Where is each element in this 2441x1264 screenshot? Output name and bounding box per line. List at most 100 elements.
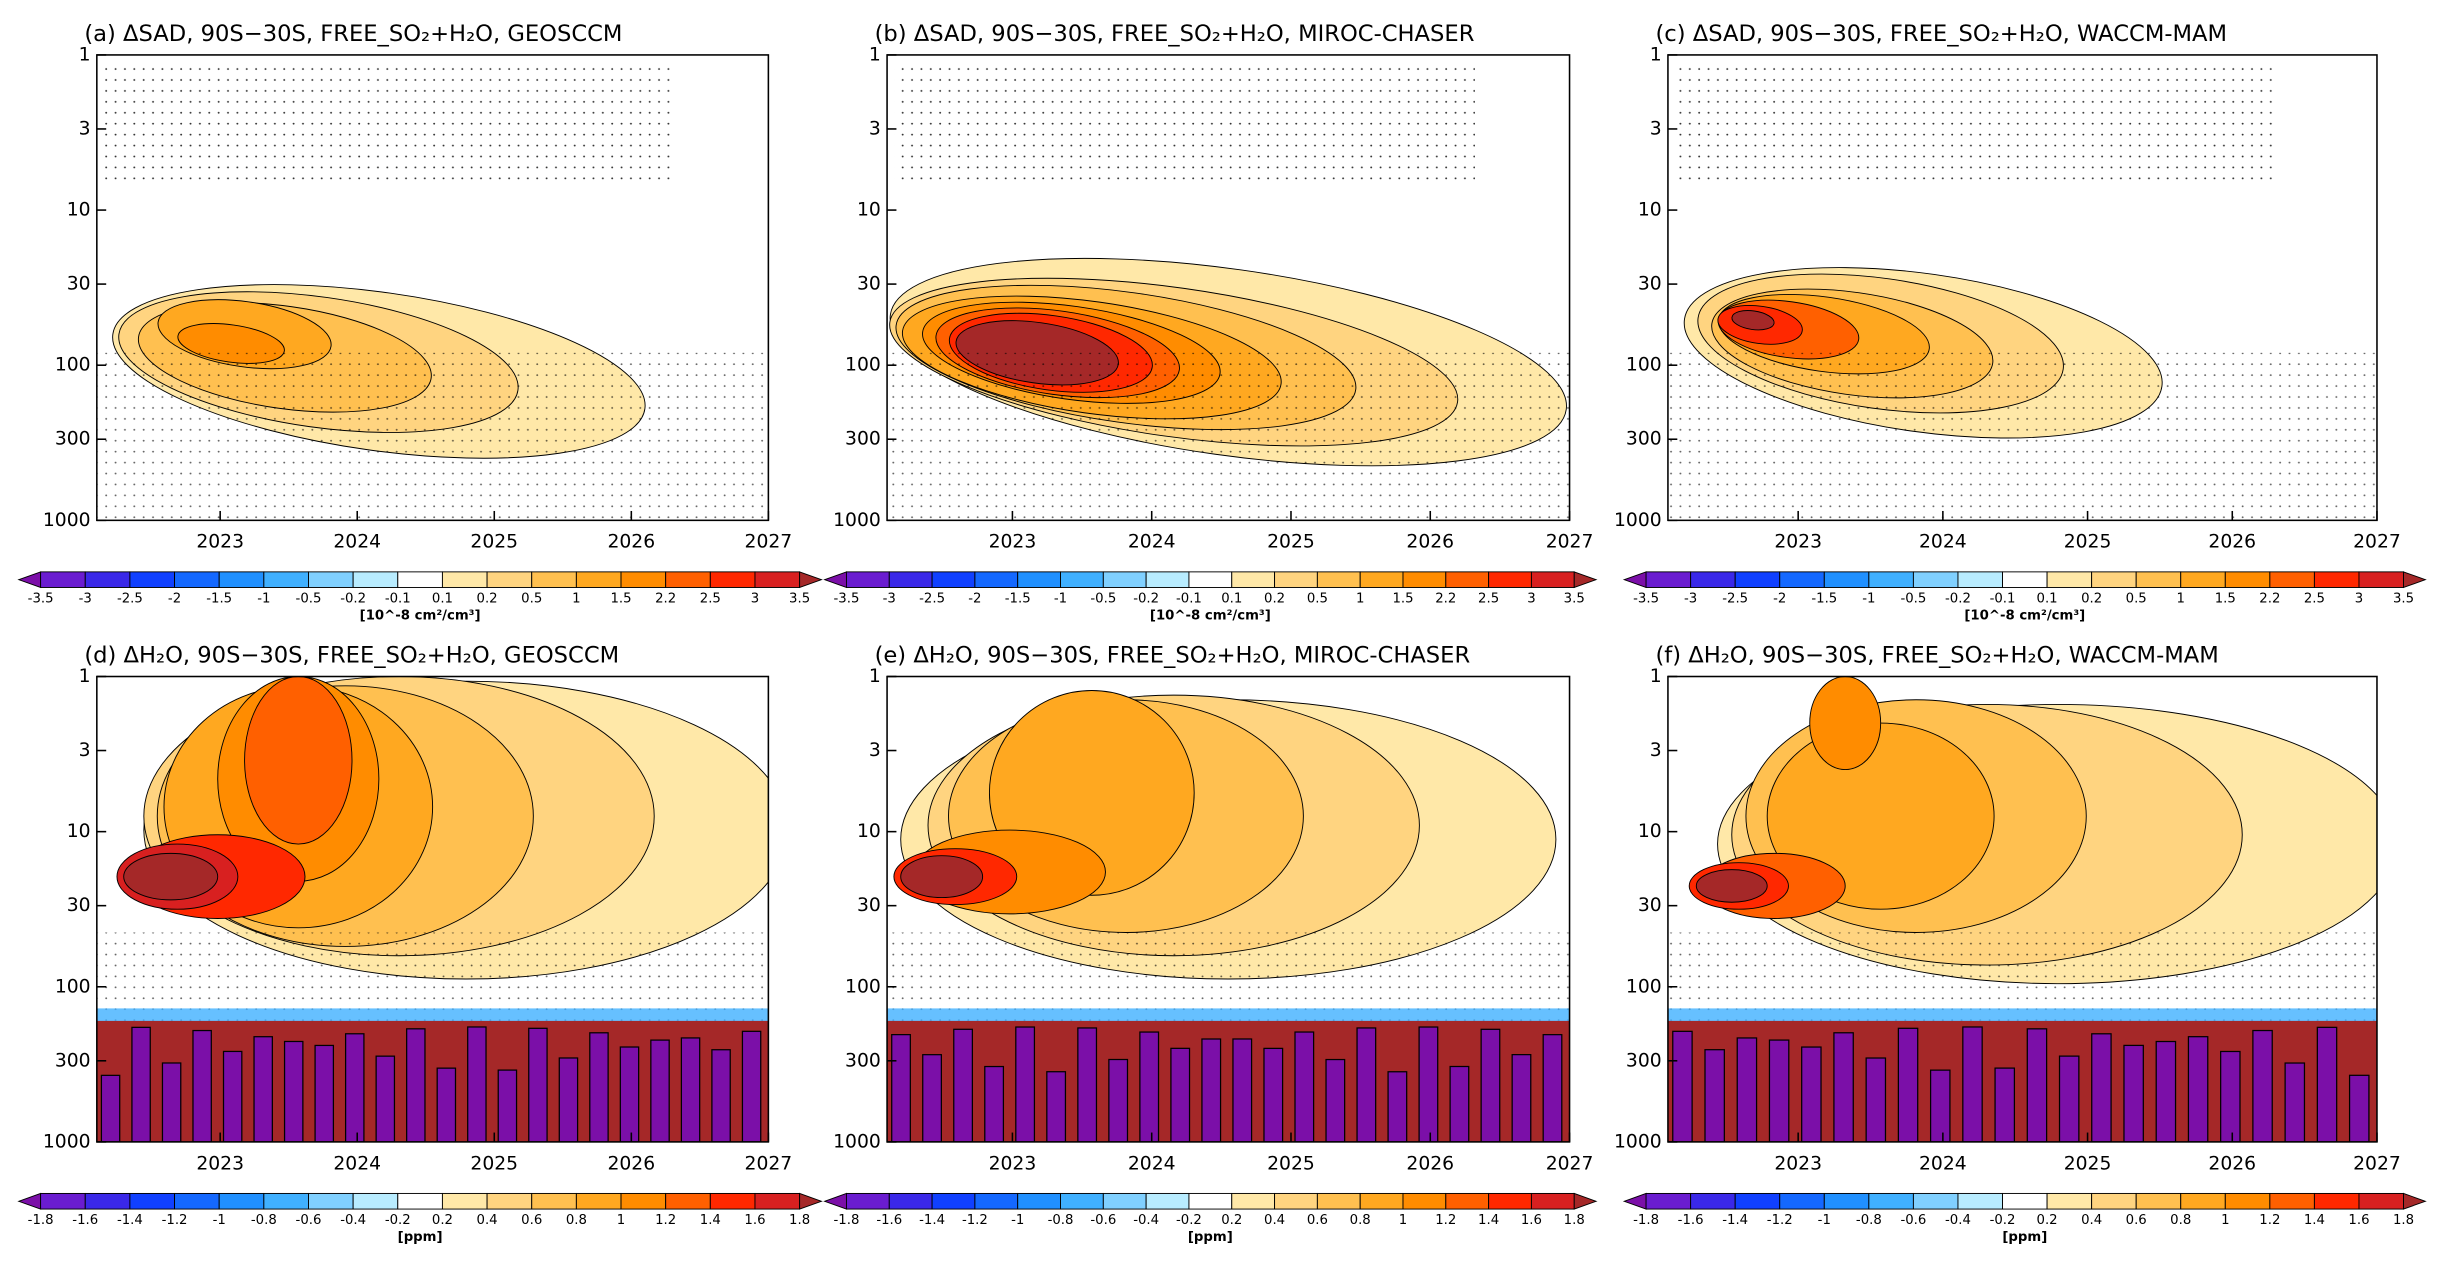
colorbar-label: 1.5 [2215,591,2236,606]
contour-field [887,676,1570,1142]
lower-band [375,1055,396,1142]
colorbar-box [1231,571,1276,588]
x-tick-label: 2026 [2208,532,2256,553]
y-tick-label: 1 [1650,666,1662,687]
colorbar-box [441,1192,488,1210]
y-tick-label: 10 [67,200,91,221]
colorbar-box [1402,1192,1447,1210]
colorbar-end [799,1192,823,1210]
colorbar-box [1868,1192,1914,1210]
colorbar-label: 1.4 [700,1213,721,1228]
lower-band [1077,1027,1098,1142]
colorbar-box [1690,571,1736,588]
colorbar-box [1316,1192,1361,1210]
colorbar-label: 1.8 [2393,1213,2414,1228]
colorbar-label: 3 [2355,591,2363,606]
colorbar-end [1622,571,1647,589]
lower-band [2348,1074,2370,1142]
colorbar-box [174,1192,220,1210]
x-tick-label: 2027 [745,532,793,553]
y-tick-label: 3 [79,740,91,761]
lower-band [1387,1071,1408,1142]
x-tick-label: 2024 [1128,1153,1176,1174]
y-tick-label: 300 [55,429,91,450]
lower-band [891,1034,911,1142]
colorbar-label: -3 [883,591,896,606]
colorbar-box [709,1192,756,1210]
lower-band [2123,1044,2144,1142]
stippling [1675,67,2279,184]
contour-fill [1809,676,1882,771]
colorbar-box [1017,571,1061,588]
colorbar-label: -1.2 [1767,1213,1793,1228]
lower-band [1294,1031,1315,1142]
colorbar-box [531,571,577,588]
panel: (b) ΔSAD, 90S−30S, FREE_SO₂+H₂O, MIROC-C… [823,21,1598,624]
y-tick-label: 30 [857,274,881,295]
lower-band-edge [887,1008,1570,1025]
lower-band [680,1037,701,1142]
colorbar-box [1231,1192,1276,1210]
colorbar-label: 0.6 [2126,1213,2147,1228]
colorbar-label: 0.1 [1221,591,1242,606]
colorbar-box [845,1192,890,1210]
colorbar-box [1530,1192,1575,1210]
lower-band [1046,1071,1067,1142]
colorbar-label: 1.6 [2348,1213,2369,1228]
colorbar-label: -0.5 [296,591,322,606]
stippling [104,67,676,184]
colorbar-box [1868,571,1914,588]
colorbar-box [2002,571,2048,588]
colorbar-label: -0.1 [385,591,411,606]
y-tick-label: 300 [1626,429,1662,450]
colorbar-label: -0.2 [1990,1213,2016,1228]
panel: (e) ΔH₂O, 90S−30S, FREE_SO₂+H₂O, MIROC-C… [823,643,1598,1245]
colorbar-label: -0.6 [296,1213,322,1228]
colorbar-box [1188,1192,1233,1210]
lower-band [1418,1026,1439,1142]
lower-band [619,1046,640,1142]
colorbar-box [1912,571,1959,588]
colorbar-box [129,571,176,588]
x-tick-label: 2026 [2208,1153,2256,1174]
colorbar-label: -1.8 [1633,1213,1659,1228]
colorbar-label: 3.5 [2393,591,2414,606]
colorbar-box [931,1192,976,1210]
lower-band [436,1067,457,1142]
colorbar-box [1530,571,1575,588]
colorbar-label: 0.4 [2081,1213,2102,1228]
colorbar-label: 1.8 [1564,1213,1585,1228]
colorbar-label: 0.4 [1264,1213,1285,1228]
colorbar-box [40,571,86,588]
lower-band [1833,1032,1854,1142]
colorbar-label: 1.6 [1521,1213,1542,1228]
contour-field [96,54,769,521]
contour-fill [1695,869,1768,903]
lower-band [1768,1039,1790,1142]
colorbar-box [129,1192,176,1210]
colorbar-label: 3.5 [789,591,810,606]
colorbar-box [931,571,976,588]
chart-title: (e) ΔH₂O, 90S−30S, FREE_SO₂+H₂O, MIROC-C… [875,643,1471,669]
colorbar-label: 0.8 [566,1213,587,1228]
colorbar-label: -3 [79,591,92,606]
y-tick-label: 100 [845,976,881,997]
x-tick-label: 2025 [470,532,518,553]
lower-band [1929,1069,1951,1142]
colorbar-label: -1 [1862,591,1875,606]
colorbar-label: -1.6 [72,1213,98,1228]
x-tick-label: 2023 [196,1153,244,1174]
lower-band [1994,1067,2016,1142]
colorbar-box [84,571,131,588]
colorbar-box [1734,1192,1781,1210]
colorbar-label: -2.5 [1722,591,1748,606]
colorbar-box [1145,1192,1190,1210]
lower-band [650,1039,670,1142]
colorbar-box [486,1192,533,1210]
y-tick-label: 1000 [833,510,881,531]
lower-band [1542,1034,1563,1142]
panel: (a) ΔSAD, 90S−30S, FREE_SO₂+H₂O, GEOSCCM… [17,21,823,624]
colorbar-box [2358,1192,2404,1210]
